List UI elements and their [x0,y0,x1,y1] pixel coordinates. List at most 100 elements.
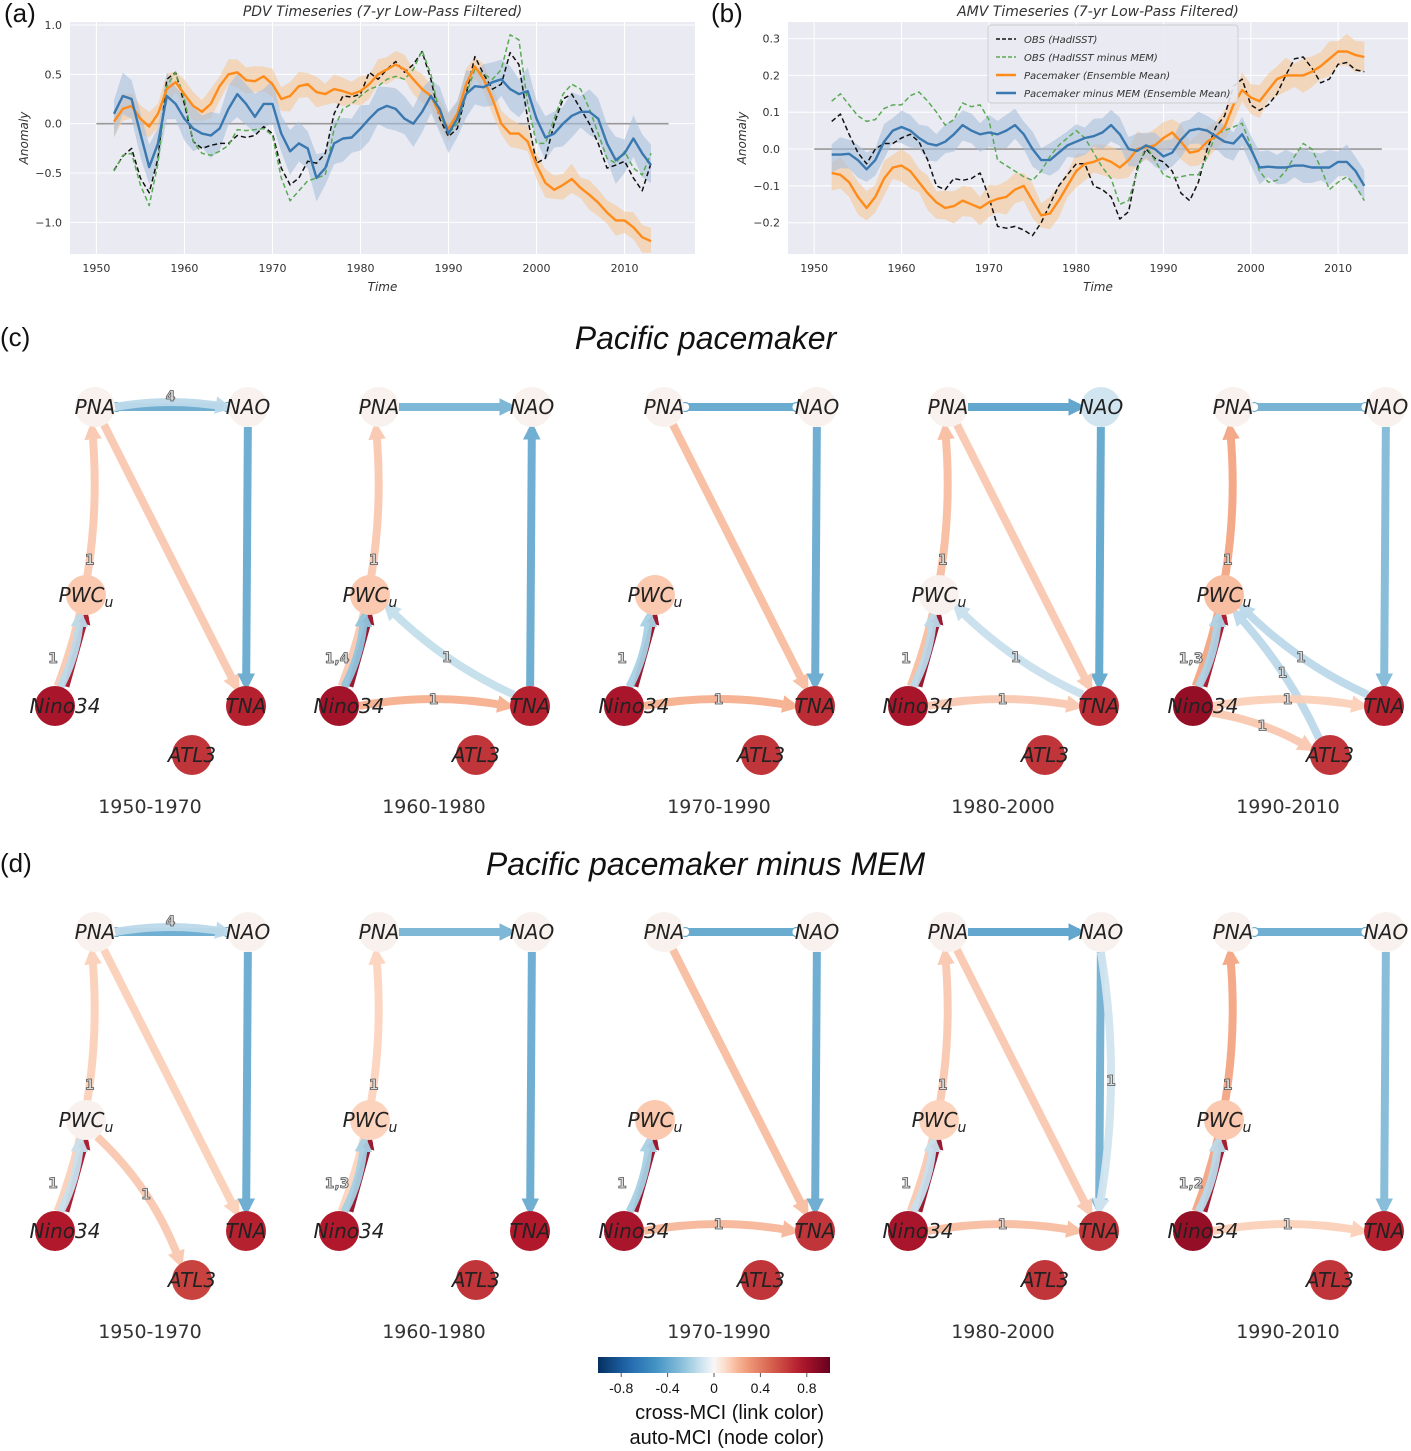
edge-NAO-TNA [1090,426,1109,692]
edge-lag-label: 1 [85,552,95,568]
edge-Nino34-PWC_u [340,609,373,689]
confidence-band [114,59,651,202]
node-label-nino34: Nino34 [599,694,670,718]
node-label-nino34: Nino34 [883,694,954,718]
node-label-nao: NAO [1364,395,1408,419]
node-pna [928,387,968,427]
node-label-pna: PNA [1213,920,1254,944]
edge-lag-label: 1 [48,651,58,667]
network-panel-1950-1970: 4 1 1 PNA NAO PWCu Nino34 TNA ATL3 1950-1970 [30,387,270,818]
network-panel-1960-1980: 1 1,3 PNA NAO PWCu Nino34 TNA ATL3 1960-1980 [314,912,554,1343]
node-tna [226,1211,266,1251]
node-tna [510,686,550,726]
node-pna [359,912,399,952]
node-label-nao: NAO [226,920,270,944]
node-tna [1079,686,1119,726]
node-label-pwc_u: PWCu [343,583,398,611]
edge-Nino34-PWC_u [909,609,942,689]
node-label-pwc_u: PWCu [628,583,683,611]
node-label-tna: TNA [1364,1219,1405,1243]
node-label-pna: PNA [75,920,116,944]
node-label-pna: PNA [644,920,685,944]
node-nao [228,912,268,952]
panel-label-a: (a) [4,0,36,28]
edge-PNA-TNA [669,948,809,1218]
period-label: 1950-1970 [98,1321,202,1343]
node-label-tna: TNA [795,1219,836,1243]
node-nino34 [888,686,928,726]
node-nao [228,387,268,427]
node-label-nino34: Nino34 [599,1219,670,1243]
node-nino34 [35,686,75,726]
node-label-pna: PNA [359,395,400,419]
node-pwc_u [635,575,675,615]
node-label-atl3: ATL3 [1304,743,1354,767]
edge-NAO-TNA [521,951,540,1217]
edge-NAO-TNA [806,951,825,1217]
y-tick-label: 0.5 [45,68,63,81]
node-tna [226,686,266,726]
node-label-atl3: ATL3 [166,1268,216,1292]
x-tick-label: 2010 [1324,262,1352,275]
y-tick-label: −0.2 [753,217,780,230]
node-label-nao: NAO [1079,920,1123,944]
network-panel-1980-2000: 1 1 1 1 PNA NAO PWCu Nino34 TNA ATL3 1980-2000 [883,912,1123,1343]
node-pna [75,387,115,427]
edge-Nino34-PNA [53,421,102,688]
series-line-pacemaker-minus-mem-ensemble-mean- [831,123,1366,187]
edge-NAO-TNA [237,426,256,692]
node-pna [359,387,399,427]
edge-lag-label: 1 [998,692,1008,708]
x-tick-label: 1960 [170,262,198,275]
y-axis-label: Anomaly [17,111,31,166]
y-tick-label: −0.1 [753,180,780,193]
period-label: 1960-1980 [382,796,486,818]
node-nao [797,387,837,427]
series-line-obs-hadisst-minus-mem- [113,34,652,207]
x-tick-label: 1950 [82,262,110,275]
node-nino34 [1173,1211,1213,1251]
chart-title: PDV Timeseries (7-yr Low-Pass Filtered) [243,4,522,20]
node-tna [510,1211,550,1251]
network-panel-1970-1990: 1 1 PNA NAO PWCu Nino34 TNA ATL3 1970-1990 [599,387,839,818]
edge-PNA-TNA [953,423,1093,693]
edge-lag-label: 1 [998,1217,1008,1233]
edge-lag-label: 1 [938,1077,948,1093]
x-tick-label: 1990 [435,262,463,275]
edge-lag-label: 1 [617,651,627,667]
edge-Nino34-PWC_u [625,1134,658,1214]
node-label-pwc_u: PWCu [1197,1108,1252,1136]
x-tick-label: 1970 [975,262,1003,275]
node-nao [1081,387,1121,427]
node-pna [1213,387,1253,427]
colorbar-label-node: auto-MCI (node color) [629,1427,824,1449]
node-pwc_u [66,1100,106,1140]
node-label-pna: PNA [1213,395,1254,419]
edge-lag-label: 1,3 [325,1176,350,1192]
network-panel-1990-2010: 1 1,2 1 PNA NAO PWCu Nino34 TNA ATL3 1990-2010 [1168,912,1408,1343]
node-tna [795,1211,835,1251]
node-pna [644,912,684,952]
period-label: 1950-1970 [98,796,202,818]
x-tick-label: 1990 [1149,262,1177,275]
edge-Nino34-PNA [1191,946,1240,1213]
y-tick-label: 0.0 [45,118,63,131]
node-pwc_u [66,575,106,615]
node-label-tna: TNA [226,694,267,718]
panel-label-d: (d) [0,848,32,878]
y-tick-label: 0.0 [763,143,781,156]
edge-lag-label: 1 [617,1176,627,1192]
colorbar-tick-label: 0 [710,1380,718,1396]
node-nao [512,912,552,952]
node-label-atl3: ATL3 [450,1268,500,1292]
node-label-pwc_u: PWCu [59,1108,114,1136]
node-atl3 [1025,735,1065,775]
edge-lag-label: 1 [1257,718,1267,734]
x-tick-label: 2000 [1237,262,1265,275]
network-panel-1970-1990: 1 1 PNA NAO PWCu Nino34 TNA ATL3 1970-1990 [599,912,839,1343]
node-label-tna: TNA [1079,1219,1120,1243]
edge-lag-label: 1 [1283,692,1293,708]
y-axis-label: Anomaly [735,111,749,166]
period-label: 1980-2000 [951,1321,1055,1343]
